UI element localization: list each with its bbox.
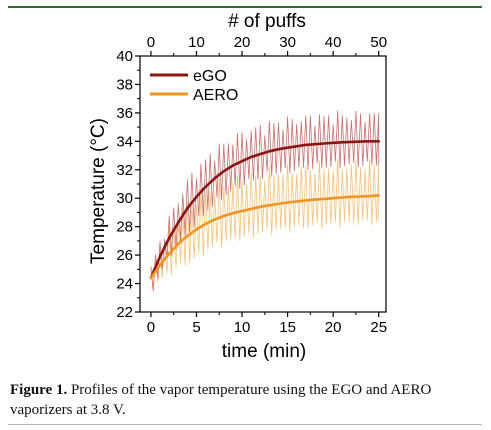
caption-label: Figure 1. (10, 382, 68, 398)
x-tick-label: 0 (147, 319, 155, 336)
top-tick-label: 30 (279, 34, 296, 51)
x-axis-label: time (min) (222, 341, 306, 362)
y-tick-label: 26 (116, 247, 133, 264)
raw-trace-aero (150, 158, 380, 292)
y-tick-label: 34 (116, 133, 133, 150)
y-tick-label: 28 (116, 219, 133, 236)
y-tick-label: 32 (116, 162, 133, 179)
x-tick-label: 5 (192, 319, 200, 336)
top-tick-label: 0 (147, 34, 155, 51)
temperature-chart: 0 5 10 15 20 25 0 10 20 30 40 50 22 24 26 28 30 32 34 36 38 4… (88, 11, 387, 362)
caption-text: Profiles of the vapor temperature using … (10, 382, 432, 418)
x-tick-label: 15 (279, 319, 296, 336)
top-rule (8, 6, 482, 8)
y-tick-label: 36 (116, 105, 133, 122)
legend: eGO AERO (150, 68, 238, 104)
legend-label-aero: AERO (193, 87, 238, 104)
fit-curve-ego (149, 140, 380, 280)
y-tick-label: 22 (116, 304, 133, 321)
top-tick-label: 10 (188, 34, 205, 51)
axes: 0 5 10 15 20 25 0 10 20 30 40 50 22 24 26 28 30 32 34 36 38 4… (116, 34, 387, 336)
bottom-rule (8, 424, 482, 425)
raw-traces (150, 110, 380, 292)
fit-curve-aero (149, 194, 380, 280)
y-axis-label: Temperature (°C) (88, 118, 109, 264)
y-tick-label: 24 (116, 276, 133, 293)
y-tick-label: 38 (116, 76, 133, 93)
x-tick-label: 10 (234, 319, 251, 336)
x-tick-label: 25 (370, 319, 387, 336)
top-tick-label: 20 (234, 34, 251, 51)
x-tick-label: 20 (325, 319, 342, 336)
top-tick-label: 40 (325, 34, 342, 51)
figure-caption: Figure 1. Profiles of the vapor temperat… (10, 380, 482, 420)
y-tick-label: 40 (116, 48, 133, 65)
top-tick-label: 50 (370, 34, 387, 51)
legend-label-ego: eGO (193, 68, 227, 85)
fitted-curves (149, 140, 380, 280)
y-tick-label: 30 (116, 190, 133, 207)
top-axis-label: # of puffs (228, 11, 306, 32)
